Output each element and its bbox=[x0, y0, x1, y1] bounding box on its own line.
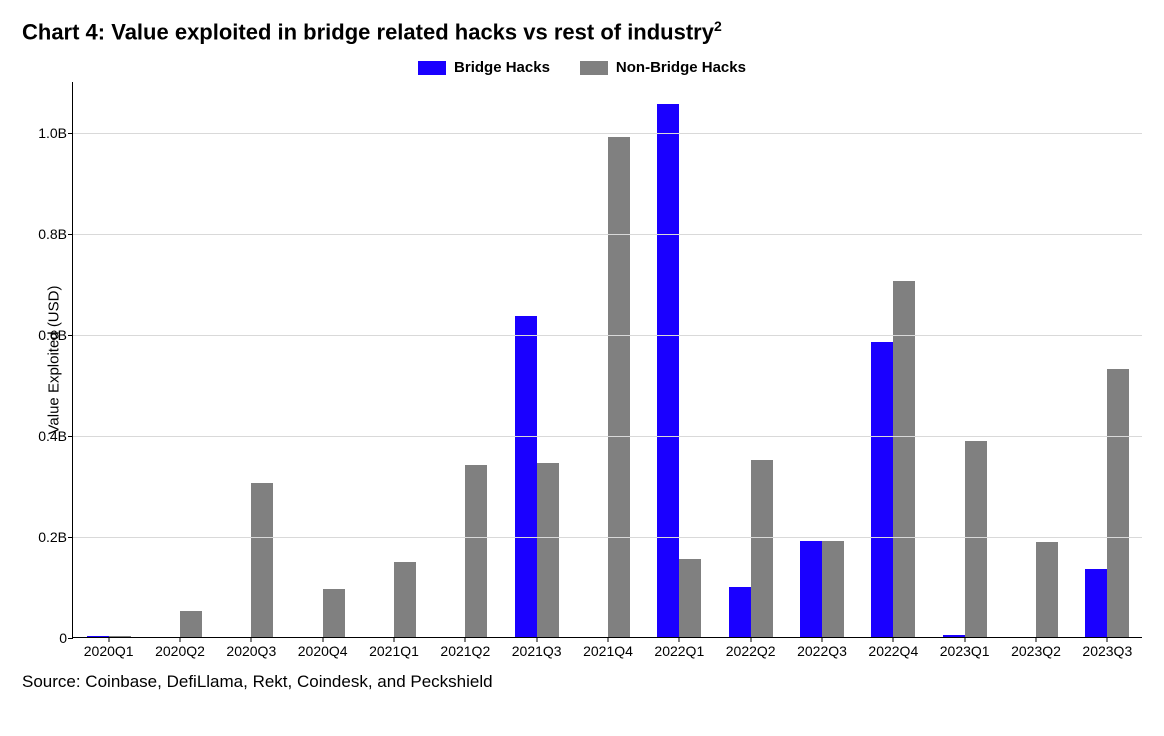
legend-label: Bridge Hacks bbox=[454, 59, 550, 76]
bar bbox=[822, 541, 844, 637]
bars-layer bbox=[73, 82, 1142, 637]
xtick-label: 2023Q3 bbox=[1082, 637, 1132, 659]
bar bbox=[729, 587, 751, 638]
legend-item: Bridge Hacks bbox=[418, 59, 550, 76]
ytick-label: 0.6B bbox=[38, 327, 73, 343]
xtick-label: 2020Q1 bbox=[84, 637, 134, 659]
bar bbox=[180, 611, 202, 637]
bar bbox=[394, 562, 416, 638]
plot-area: 00.2B0.4B0.6B0.8B1.0B2020Q12020Q22020Q32… bbox=[72, 82, 1142, 638]
bar bbox=[657, 104, 679, 637]
legend-swatch bbox=[580, 61, 608, 75]
bar bbox=[871, 342, 893, 638]
ytick-label: 0.4B bbox=[38, 428, 73, 444]
bar bbox=[800, 541, 822, 637]
xtick-label: 2022Q2 bbox=[726, 637, 776, 659]
chart-title: Chart 4: Value exploited in bridge relat… bbox=[22, 18, 1144, 45]
xtick-label: 2020Q3 bbox=[226, 637, 276, 659]
chart-title-sup: 2 bbox=[714, 18, 722, 34]
xtick-label: 2022Q4 bbox=[868, 637, 918, 659]
y-axis-label: Value Exploited (USD) bbox=[46, 286, 63, 435]
legend-label: Non-Bridge Hacks bbox=[616, 59, 746, 76]
bar bbox=[1107, 369, 1129, 637]
xtick-label: 2020Q4 bbox=[298, 637, 348, 659]
bar bbox=[608, 137, 630, 637]
grid-line bbox=[73, 335, 1142, 336]
chart-title-text: Chart 4: Value exploited in bridge relat… bbox=[22, 19, 714, 44]
bar bbox=[465, 465, 487, 637]
chart-wrap: Value Exploited (USD) 00.2B0.4B0.6B0.8B1… bbox=[72, 82, 1144, 638]
grid-line bbox=[73, 133, 1142, 134]
ytick-label: 0 bbox=[59, 630, 73, 646]
chart-container: Chart 4: Value exploited in bridge relat… bbox=[0, 0, 1164, 736]
bar bbox=[751, 460, 773, 637]
source-text: Source: Coinbase, DefiLlama, Rekt, Coind… bbox=[22, 672, 1144, 692]
bar bbox=[1085, 569, 1107, 637]
bar bbox=[515, 316, 537, 637]
xtick-label: 2021Q4 bbox=[583, 637, 633, 659]
legend: Bridge Hacks Non-Bridge Hacks bbox=[20, 59, 1144, 76]
xtick-label: 2021Q2 bbox=[440, 637, 490, 659]
xtick-label: 2022Q3 bbox=[797, 637, 847, 659]
xtick-label: 2022Q1 bbox=[654, 637, 704, 659]
grid-line bbox=[73, 234, 1142, 235]
bar bbox=[251, 483, 273, 637]
bar bbox=[1036, 542, 1058, 637]
bar bbox=[679, 559, 701, 637]
bar bbox=[965, 441, 987, 637]
xtick-label: 2020Q2 bbox=[155, 637, 205, 659]
xtick-label: 2023Q2 bbox=[1011, 637, 1061, 659]
grid-line bbox=[73, 436, 1142, 437]
xtick-label: 2021Q3 bbox=[512, 637, 562, 659]
legend-item: Non-Bridge Hacks bbox=[580, 59, 746, 76]
ytick-label: 0.8B bbox=[38, 226, 73, 242]
legend-swatch bbox=[418, 61, 446, 75]
ytick-label: 1.0B bbox=[38, 125, 73, 141]
xtick-label: 2023Q1 bbox=[940, 637, 990, 659]
bar bbox=[537, 463, 559, 637]
bar bbox=[323, 589, 345, 637]
ytick-label: 0.2B bbox=[38, 529, 73, 545]
xtick-label: 2021Q1 bbox=[369, 637, 419, 659]
grid-line bbox=[73, 537, 1142, 538]
